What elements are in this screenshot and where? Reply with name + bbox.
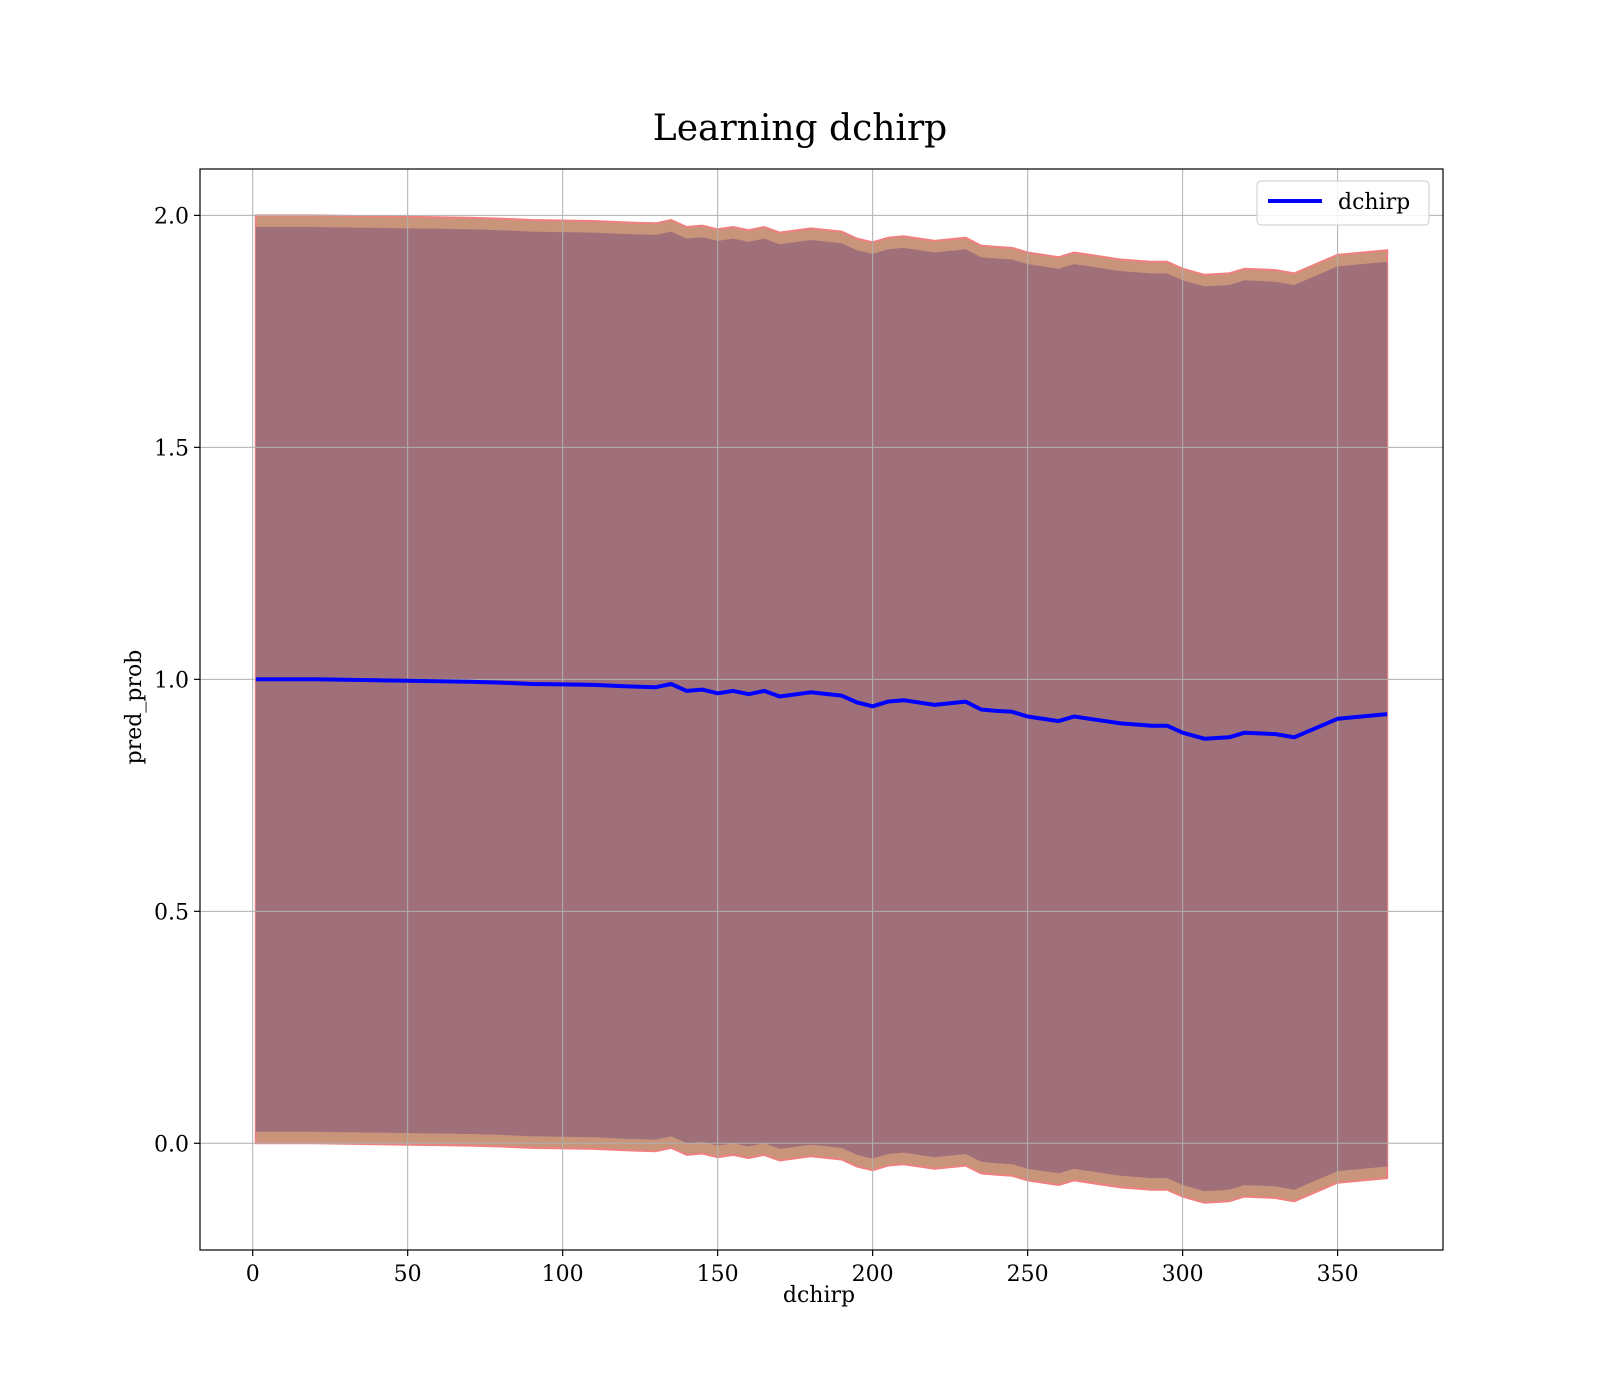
y-tick-label-2.0: 2.0 bbox=[154, 204, 189, 229]
y-tick-label-1.5: 1.5 bbox=[154, 436, 189, 461]
series-line-dchirp bbox=[255, 677, 1388, 741]
plot-area bbox=[199, 168, 1444, 1251]
x-tick-label-50: 50 bbox=[394, 1262, 422, 1287]
legend: dchirp bbox=[1256, 180, 1430, 226]
y-tick-label-1.0: 1.0 bbox=[154, 668, 189, 693]
x-tick-label-300: 300 bbox=[1162, 1262, 1204, 1287]
y-axis-ticks: 0.0 0.5 1.0 1.5 2.0 bbox=[154, 204, 200, 1157]
legend-box bbox=[1256, 180, 1430, 226]
inner-confidence-band bbox=[255, 227, 1388, 1192]
y-tick-label-0.0: 0.0 bbox=[154, 1132, 189, 1157]
chart-title: Learning dchirp bbox=[653, 108, 947, 149]
x-axis-label: dchirp bbox=[783, 1283, 855, 1308]
x-tick-label-200: 200 bbox=[852, 1262, 894, 1287]
x-axis-ticks: 0 50 100 150 200 250 300 350 bbox=[246, 1250, 1359, 1287]
series-lines bbox=[255, 677, 1388, 741]
x-tick-label-250: 250 bbox=[1007, 1262, 1049, 1287]
x-tick-label-0: 0 bbox=[246, 1262, 260, 1287]
confidence-bands bbox=[254, 214, 1389, 1204]
y-tick-label-0.5: 0.5 bbox=[154, 900, 189, 925]
x-tick-label-150: 150 bbox=[697, 1262, 739, 1287]
plot-frame bbox=[199, 168, 1444, 1251]
x-tick-label-100: 100 bbox=[542, 1262, 584, 1287]
legend-label-dchirp: dchirp bbox=[1338, 190, 1410, 215]
y-axis-label: pred_prob bbox=[122, 650, 147, 765]
x-tick-label-350: 350 bbox=[1317, 1262, 1359, 1287]
grid-lines bbox=[200, 169, 1443, 1250]
